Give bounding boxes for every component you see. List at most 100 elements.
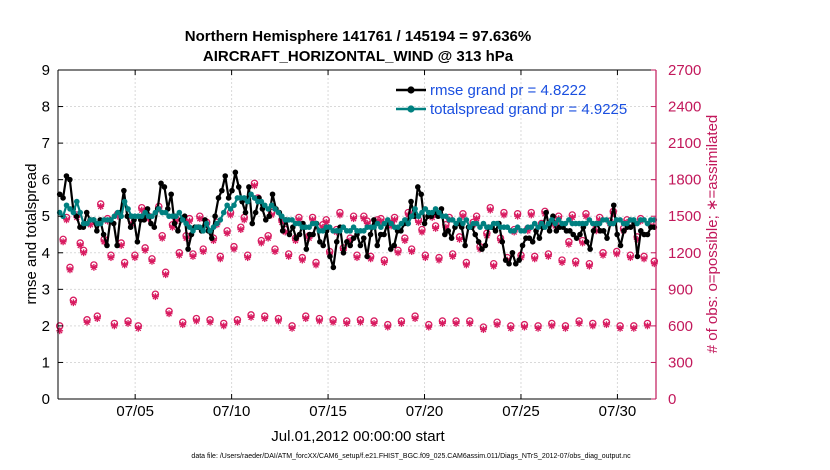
obs-assimilated-marker [380, 259, 388, 266]
obs-assimilated-stroke [299, 257, 306, 263]
legend-label-spread: totalspread grand pr = 4.9225 [430, 101, 627, 118]
obs-assimilated-stroke [241, 216, 248, 223]
axes [57, 69, 657, 400]
obs-assimilated-stroke [507, 325, 514, 332]
series-point-spread [77, 209, 84, 216]
obs-assimilated-marker [271, 248, 279, 255]
series-point-rmse [408, 198, 414, 205]
series-point-spread [197, 224, 203, 230]
series-point-spread [241, 195, 248, 201]
obs-assimilated-marker [350, 215, 357, 223]
y-right-tick-label: 0 [668, 391, 676, 408]
obs-assimilated-marker [486, 206, 494, 214]
obs-assimilated-marker [59, 238, 67, 246]
obs-assimilated-marker [83, 318, 91, 326]
obs-assimilated-marker [131, 254, 139, 262]
obs-assimilated-marker [418, 228, 426, 236]
series-point-spread [244, 198, 251, 205]
series-point-spread [473, 220, 480, 227]
obs-assimilated-stroke [367, 255, 374, 262]
obs-assimilated-marker [237, 226, 245, 234]
obs-assimilated-marker [572, 260, 580, 268]
obs-assimilated-stroke [258, 240, 265, 246]
obs-assimilated-marker [425, 323, 433, 331]
series-point-spread [477, 224, 483, 230]
series-point-spread [398, 220, 405, 227]
series-point-spread [289, 217, 295, 223]
series-point-spread [183, 220, 189, 227]
obs-assimilated-marker [90, 264, 98, 271]
x-tick-label: 07/20 [406, 403, 444, 420]
obs-assimilated-stroke [589, 322, 596, 329]
series-point-spread [436, 209, 442, 216]
series-point-rmse [367, 231, 374, 238]
series-point-spread [361, 228, 367, 234]
obs-assimilated-marker [257, 239, 265, 247]
series-point-rmse [374, 242, 381, 249]
obs-assimilated-marker [527, 211, 535, 219]
obs-assimilated-marker [415, 218, 422, 226]
series-point-spread [115, 209, 121, 216]
series-point-spread [190, 228, 196, 234]
series-point-rmse [418, 191, 424, 198]
obs-assimilated-stroke [138, 207, 145, 214]
series-point-rmse [621, 228, 627, 234]
obs-assimilated-marker [394, 249, 402, 257]
series-point-rmse [124, 213, 131, 220]
obs-assimilated-marker [562, 324, 569, 332]
series-point-rmse [512, 260, 519, 267]
series-point-spread [381, 220, 388, 227]
obs-assimilated-marker [575, 320, 583, 327]
series-point-rmse [509, 249, 516, 256]
obs-assimilated-stroke [463, 262, 470, 268]
series-point-spread [514, 224, 521, 230]
obs-assimilated-stroke [422, 254, 429, 261]
obs-assimilated-marker [398, 320, 405, 327]
series-point-rmse [381, 231, 387, 238]
series-point-rmse [526, 235, 533, 241]
y-tick-label: 2 [42, 318, 50, 335]
series-point-rmse [161, 184, 168, 190]
series-point-spread [111, 213, 118, 220]
y-tick-label: 0 [42, 391, 50, 408]
obs-assimilated-stroke [220, 322, 227, 329]
obs-assimilated-stroke [576, 320, 583, 327]
series-point-spread [494, 220, 500, 227]
series-point-rmse [479, 246, 485, 252]
series-point-rmse [127, 224, 134, 230]
obs-assimilated-stroke [67, 266, 73, 273]
series-point-spread [456, 217, 463, 223]
series-point-spread [210, 224, 217, 230]
series-point-spread [535, 224, 541, 230]
series-point-rmse [445, 228, 452, 234]
series-point-spread [268, 202, 275, 209]
obs-assimilated-stroke [302, 315, 309, 322]
x-tick-label: 07/05 [116, 403, 154, 420]
obs-assimilated-stroke [207, 319, 213, 326]
series-point-rmse [73, 213, 80, 220]
obs-assimilated-marker [80, 249, 88, 257]
series-point-rmse [229, 187, 235, 194]
y-right-tick-label: 1200 [668, 245, 701, 262]
series-point-rmse [222, 173, 229, 179]
y-axis-label: rmse and totalspread [23, 164, 40, 305]
series-point-rmse [617, 242, 624, 249]
obs-assimilated-stroke [449, 253, 456, 260]
obs-assimilated-stroke [166, 310, 172, 317]
x-tick-label: 07/15 [309, 403, 347, 420]
series-point-spread [374, 220, 381, 227]
obs-assimilated-stroke [456, 236, 463, 243]
series-point-rmse [212, 213, 218, 220]
obs-assimilated-marker [285, 253, 293, 260]
obs-assimilated-stroke [231, 246, 237, 253]
obs-assimilated-stroke [94, 315, 101, 322]
obs-assimilated-stroke [285, 253, 292, 260]
obs-assimilated-marker [264, 234, 272, 242]
obs-assimilated-marker [148, 257, 156, 265]
series-point-rmse [543, 209, 549, 216]
obs-assimilated-marker [480, 326, 487, 333]
y-tick-label: 7 [42, 135, 50, 152]
obs-assimilated-stroke [316, 318, 323, 324]
obs-assimilated-marker [179, 321, 187, 329]
